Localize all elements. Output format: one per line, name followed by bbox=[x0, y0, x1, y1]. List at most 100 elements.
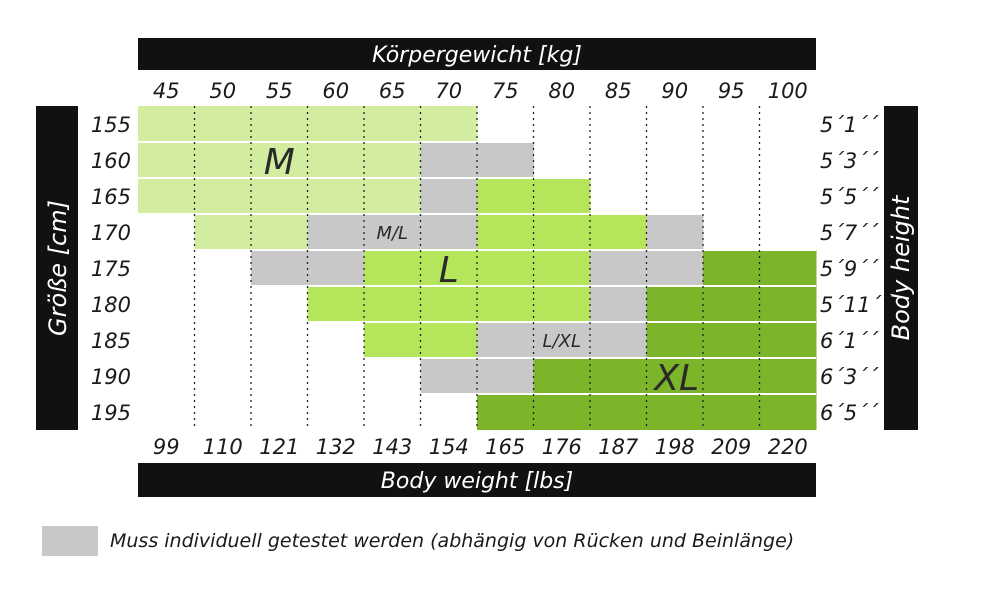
cell-xl bbox=[759, 250, 817, 286]
size-label-l-xl: L/XL bbox=[543, 331, 581, 352]
cell-g bbox=[590, 286, 647, 322]
cell-l bbox=[364, 322, 421, 358]
cell-xl bbox=[703, 286, 760, 322]
kg-tick: 50 bbox=[209, 79, 236, 103]
cell-m bbox=[364, 142, 421, 178]
cell-xl bbox=[703, 322, 760, 358]
size-label-m: M bbox=[264, 142, 295, 183]
cm-tick: 165 bbox=[91, 185, 131, 209]
cell-m bbox=[420, 106, 478, 142]
bottom-axis-bar bbox=[138, 463, 816, 497]
kg-tick: 100 bbox=[768, 79, 808, 103]
cell-g bbox=[420, 358, 478, 394]
lbs-tick: 198 bbox=[655, 435, 695, 459]
ft-tick: 5´11´´ bbox=[820, 293, 892, 317]
cell-g bbox=[251, 250, 308, 286]
cell-l bbox=[420, 286, 478, 322]
cell-m bbox=[138, 178, 195, 214]
cell-g bbox=[364, 214, 421, 250]
size-label-l: L bbox=[439, 250, 459, 291]
cell-m bbox=[138, 106, 195, 142]
cell-xl bbox=[646, 358, 704, 394]
cell-m bbox=[194, 106, 252, 142]
lbs-tick: 176 bbox=[542, 435, 582, 459]
cell-g bbox=[477, 142, 534, 178]
cell-xl bbox=[646, 286, 704, 322]
lbs-tick: 187 bbox=[598, 435, 639, 459]
ft-tick: 6´1´´ bbox=[820, 329, 879, 353]
cell-xl bbox=[759, 358, 817, 394]
cell-xl bbox=[590, 358, 647, 394]
top-axis-bar bbox=[138, 38, 816, 70]
kg-tick: 60 bbox=[322, 79, 349, 103]
left-axis-bar bbox=[36, 106, 78, 430]
cell-g bbox=[590, 322, 647, 358]
cell-g bbox=[420, 178, 478, 214]
kg-tick: 65 bbox=[379, 79, 406, 103]
top-axis-title: Körpergewicht [kg] bbox=[372, 43, 582, 68]
cell-l bbox=[477, 178, 534, 214]
lbs-tick: 99 bbox=[153, 435, 180, 459]
cm-tick: 185 bbox=[91, 329, 131, 353]
cell-g bbox=[307, 214, 365, 250]
cell-m bbox=[307, 178, 365, 214]
cell-l bbox=[420, 322, 478, 358]
cm-tick: 180 bbox=[91, 293, 131, 317]
cm-tick: 155 bbox=[91, 113, 131, 137]
cell-xl bbox=[533, 394, 591, 430]
cell-g bbox=[533, 322, 591, 358]
cm-tick: 170 bbox=[91, 221, 131, 245]
cell-m bbox=[194, 214, 252, 250]
cell-xl bbox=[646, 394, 704, 430]
size-label-xl: XL bbox=[652, 358, 699, 399]
cell-g bbox=[307, 250, 365, 286]
cell-l bbox=[533, 286, 591, 322]
ft-tick: 6´5´´ bbox=[820, 401, 879, 425]
cm-tick: 190 bbox=[91, 365, 131, 389]
cell-l bbox=[533, 178, 591, 214]
lbs-tick: 220 bbox=[768, 435, 808, 459]
cell-l bbox=[364, 250, 421, 286]
cell-m bbox=[307, 106, 365, 142]
lbs-tick: 132 bbox=[316, 435, 356, 459]
kg-tick: 75 bbox=[492, 79, 519, 103]
ft-tick: 5´1´´ bbox=[820, 113, 879, 137]
cell-l bbox=[533, 214, 591, 250]
cell-g bbox=[420, 142, 478, 178]
ft-tick: 5´9´´ bbox=[820, 257, 879, 281]
legend-swatch-gray bbox=[42, 526, 98, 556]
cell-xl bbox=[703, 358, 760, 394]
cell-m bbox=[364, 178, 421, 214]
left-axis-title: Größe [cm] bbox=[44, 200, 72, 336]
cell-l bbox=[307, 286, 365, 322]
cell-xl bbox=[590, 394, 647, 430]
kg-tick: 45 bbox=[153, 79, 180, 103]
cell-xl bbox=[477, 394, 534, 430]
lbs-tick: 154 bbox=[429, 435, 469, 459]
cell-xl bbox=[703, 394, 760, 430]
lbs-tick: 143 bbox=[372, 435, 412, 459]
cell-g bbox=[477, 322, 534, 358]
cm-tick: 175 bbox=[91, 257, 131, 281]
cell-m bbox=[251, 214, 308, 250]
cell-xl bbox=[759, 394, 817, 430]
cell-l bbox=[477, 214, 534, 250]
cell-g bbox=[646, 214, 704, 250]
kg-tick: 70 bbox=[435, 79, 462, 103]
kg-tick: 85 bbox=[605, 79, 632, 103]
ft-tick: 5´5´´ bbox=[820, 185, 879, 209]
right-axis-bar bbox=[884, 106, 918, 430]
cell-m bbox=[307, 142, 365, 178]
cell-m bbox=[251, 178, 308, 214]
cell-xl bbox=[759, 322, 817, 358]
cell-g bbox=[590, 250, 647, 286]
cell-g bbox=[477, 358, 534, 394]
legend-text: Muss individuell getestet werden (abhäng… bbox=[110, 530, 795, 552]
cell-l bbox=[533, 250, 591, 286]
cell-xl bbox=[533, 358, 591, 394]
size-chart: Körpergewicht [kg] Body weight [lbs] Größe… bbox=[36, 38, 918, 497]
cell-g bbox=[420, 214, 478, 250]
cm-tick: 160 bbox=[91, 149, 131, 173]
cell-l bbox=[477, 250, 534, 286]
cell-l bbox=[477, 286, 534, 322]
